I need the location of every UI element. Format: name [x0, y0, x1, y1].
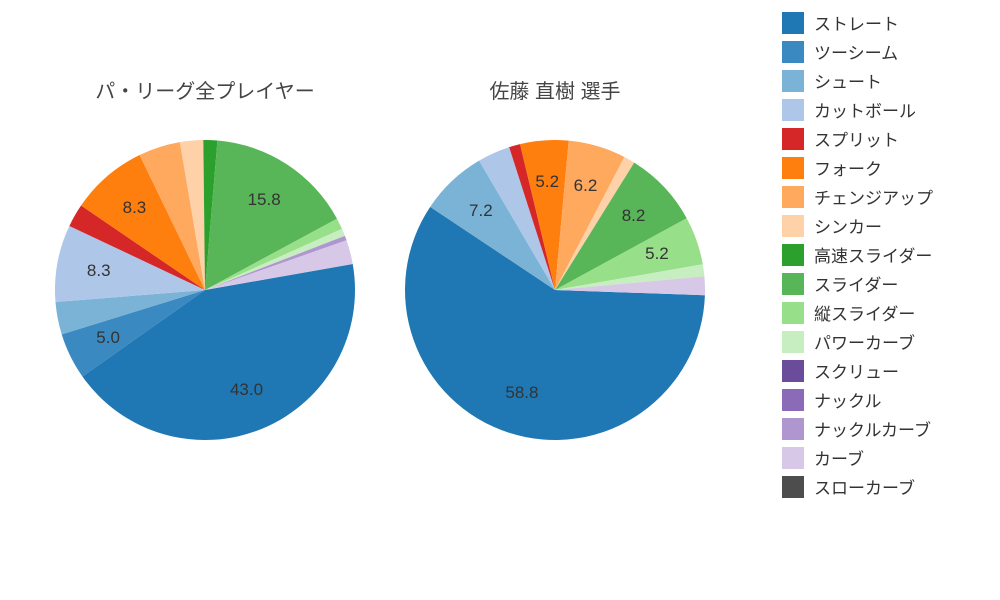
- legend-item: スプリット: [782, 126, 982, 151]
- legend-label: シンカー: [814, 213, 882, 238]
- legend-swatch: [782, 12, 804, 34]
- legend-item: 縦スライダー: [782, 300, 982, 325]
- legend-swatch: [782, 331, 804, 353]
- legend-label: スプリット: [814, 126, 899, 151]
- legend-swatch: [782, 157, 804, 179]
- legend-swatch: [782, 302, 804, 324]
- pie-value-label: 8.3: [87, 261, 111, 281]
- pie-value-label: 7.2: [469, 201, 493, 221]
- legend-swatch: [782, 70, 804, 92]
- legend-item: チェンジアップ: [782, 184, 982, 209]
- legend-item: 高速スライダー: [782, 242, 982, 267]
- legend-swatch: [782, 418, 804, 440]
- legend-label: スライダー: [814, 271, 898, 296]
- chart-title-league: パ・リーグ全プレイヤー: [55, 75, 355, 104]
- chart-container: { "layout": { "width": 1000, "height": 6…: [0, 0, 1000, 600]
- pie-value-label: 43.0: [230, 380, 263, 400]
- pie-value-label: 5.2: [645, 244, 669, 264]
- legend-item: カットボール: [782, 97, 982, 122]
- legend-label: フォーク: [814, 155, 882, 180]
- legend-swatch: [782, 99, 804, 121]
- legend-item: シンカー: [782, 213, 982, 238]
- legend-swatch: [782, 447, 804, 469]
- chart-title-player: 佐藤 直樹 選手: [405, 75, 705, 104]
- pie-value-label: 58.8: [505, 383, 538, 403]
- legend-item: ストレート: [782, 10, 982, 35]
- legend-swatch: [782, 273, 804, 295]
- legend-swatch: [782, 360, 804, 382]
- legend-swatch: [782, 244, 804, 266]
- legend-item: ツーシーム: [782, 39, 982, 64]
- pie-value-label: 15.8: [248, 190, 281, 210]
- legend-swatch: [782, 389, 804, 411]
- legend-label: カットボール: [814, 97, 916, 122]
- legend-label: シュート: [814, 68, 882, 93]
- pie-value-label: 5.0: [96, 328, 120, 348]
- legend-item: ナックル: [782, 387, 982, 412]
- legend-item: ナックルカーブ: [782, 416, 982, 441]
- legend-swatch: [782, 186, 804, 208]
- legend-label: ツーシーム: [814, 39, 898, 64]
- legend-swatch: [782, 41, 804, 63]
- pie-value-label: 6.2: [574, 176, 598, 196]
- legend-item: スクリュー: [782, 358, 982, 383]
- legend-label: ナックル: [814, 387, 882, 412]
- legend-label: スローカーブ: [814, 474, 915, 499]
- legend-item: パワーカーブ: [782, 329, 982, 354]
- pie-chart-league: [55, 140, 355, 440]
- legend-item: スローカーブ: [782, 474, 982, 499]
- legend-item: シュート: [782, 68, 982, 93]
- legend-swatch: [782, 476, 804, 498]
- legend-item: カーブ: [782, 445, 982, 470]
- legend-label: 縦スライダー: [814, 300, 915, 325]
- legend-item: スライダー: [782, 271, 982, 296]
- legend-label: パワーカーブ: [814, 329, 915, 354]
- legend-swatch: [782, 128, 804, 150]
- legend-label: ストレート: [814, 10, 899, 35]
- pie-value-label: 8.2: [622, 206, 646, 226]
- legend-label: ナックルカーブ: [814, 416, 931, 441]
- legend-label: スクリュー: [814, 358, 899, 383]
- legend: ストレートツーシームシュートカットボールスプリットフォークチェンジアップシンカー…: [774, 0, 990, 509]
- legend-label: 高速スライダー: [814, 242, 932, 267]
- pie-value-label: 5.2: [535, 172, 559, 192]
- legend-item: フォーク: [782, 155, 982, 180]
- legend-swatch: [782, 215, 804, 237]
- pie-value-label: 8.3: [123, 198, 147, 218]
- legend-label: カーブ: [814, 445, 864, 470]
- legend-label: チェンジアップ: [814, 184, 933, 209]
